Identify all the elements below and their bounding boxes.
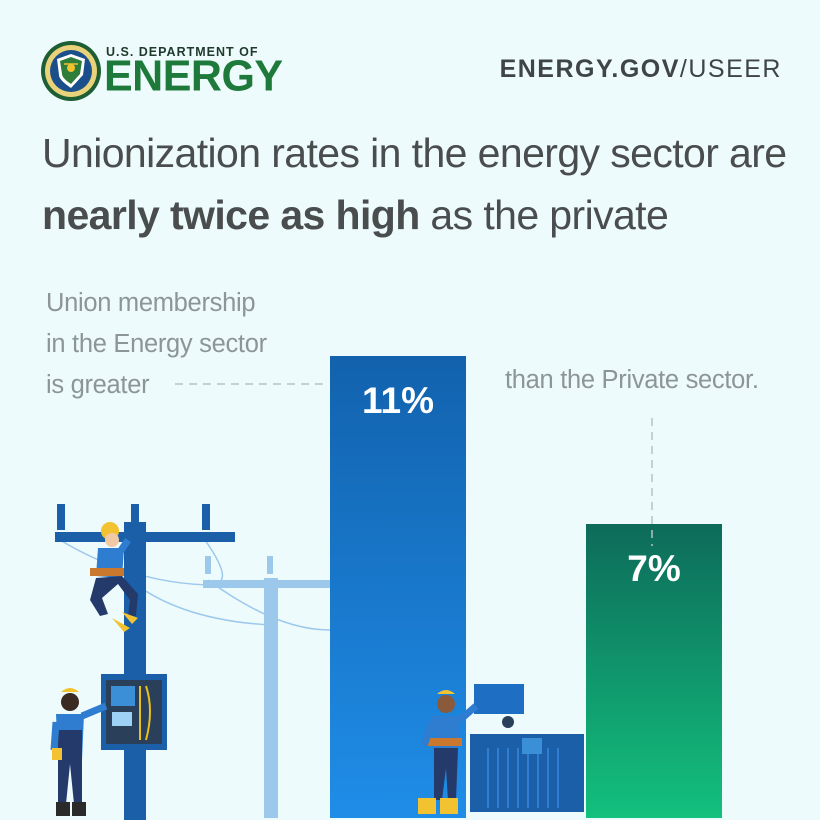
doe-seal-icon [41,41,101,101]
headline-line2-rest: as the private [419,192,669,238]
agency-name-top: U.S. DEPARTMENT OF [106,45,259,59]
worker-at-transformer-illustration [418,690,479,814]
site-url-domain: ENERGY.GOV [499,55,680,83]
headline: Unionization rates in the energy sector … [42,122,802,246]
energy-callout-line1: Union membership [46,289,256,317]
bar-private-sector [586,524,722,818]
energy-callout-line3: is greater [46,371,150,399]
site-url: ENERGY.GOV/USEER [500,55,782,84]
headline-emphasis: nearly twice as high [42,192,420,238]
energy-callout-line2: in the Energy sector [46,330,267,358]
bar-label-energy: 11% [361,380,434,421]
transformer-illustration [470,684,584,812]
site-url-path: /USEER [679,55,782,83]
agency-name-main: ENERGY [104,51,283,101]
worker-at-panel-illustration [50,688,108,816]
private-callout: than the Private sector. [505,366,759,394]
energy-callout: Union membership in the Energy sector is… [46,283,296,406]
bar-label-private: 7% [627,548,681,589]
worker-climbing-illustration [90,522,138,632]
headline-line1: Unionization rates in the energy sector … [42,130,787,176]
